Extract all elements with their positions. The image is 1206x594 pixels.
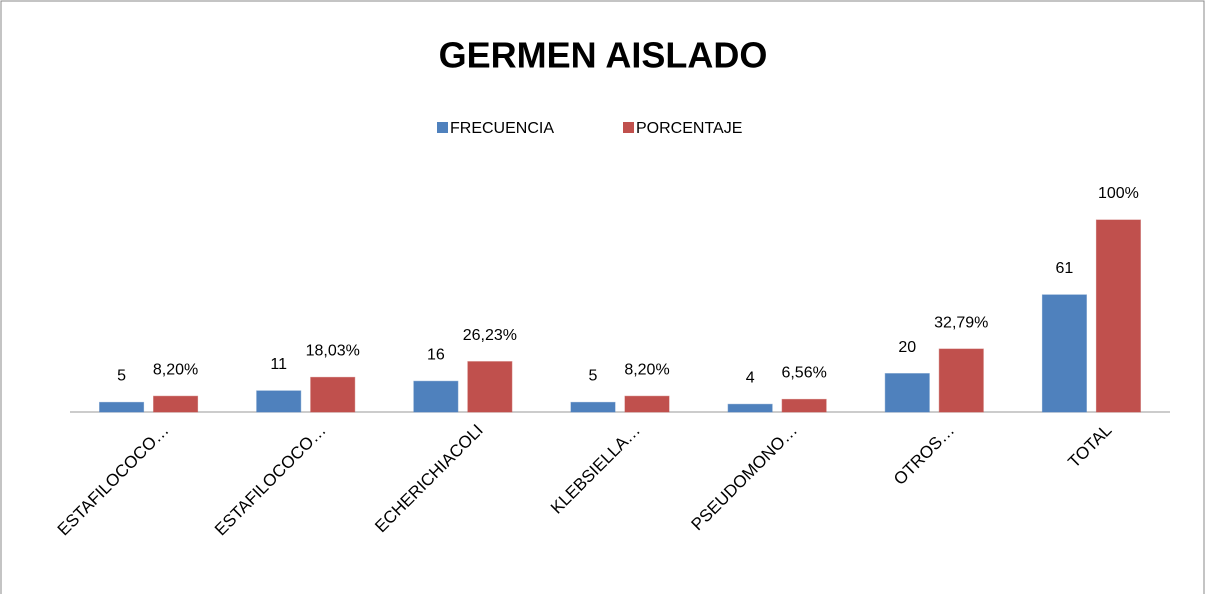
- data-label: 11: [270, 356, 287, 373]
- bar: [570, 401, 616, 413]
- bar: [310, 376, 356, 413]
- data-label: 32,79%: [934, 314, 988, 331]
- data-label: 26,23%: [463, 327, 517, 344]
- bar: [938, 348, 984, 413]
- data-label: 18,03%: [306, 343, 360, 360]
- data-label: 8,20%: [153, 361, 198, 378]
- data-label: 4: [746, 370, 755, 387]
- bar: [467, 361, 513, 413]
- data-label: 8,20%: [624, 361, 669, 378]
- bar: [99, 401, 145, 413]
- bar: [413, 380, 459, 413]
- bar: [153, 395, 199, 413]
- data-label: 61: [1056, 260, 1074, 277]
- data-label: 5: [117, 368, 126, 385]
- chart-title: GERMEN AISLADO: [439, 35, 768, 76]
- legend-swatch: [623, 122, 634, 133]
- data-label: 16: [427, 346, 445, 363]
- bar: [256, 390, 302, 413]
- bar: [727, 403, 773, 413]
- data-label: 5: [589, 368, 598, 385]
- bar: [1095, 219, 1141, 413]
- data-label: 20: [898, 339, 916, 356]
- legend-label: FRECUENCIA: [450, 120, 554, 137]
- bar: [624, 395, 670, 413]
- bar: [1041, 294, 1087, 413]
- data-label: 6,56%: [781, 365, 826, 382]
- legend-label: PORCENTAJE: [636, 120, 742, 137]
- legend-swatch: [437, 122, 448, 133]
- bar: [781, 398, 827, 413]
- bar: [884, 373, 930, 413]
- data-label: 100%: [1098, 185, 1139, 202]
